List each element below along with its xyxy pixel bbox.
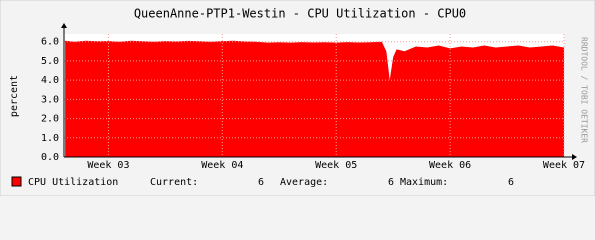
x-axis-arrow <box>572 154 577 160</box>
y-tick-label: 1.0 <box>41 133 59 144</box>
x-tick-label: Week 07 <box>543 160 585 171</box>
x-tick-label: Week 06 <box>429 160 471 171</box>
legend-label: CPU Utilization <box>28 177 118 188</box>
legend-stat-value: 6 <box>258 177 264 188</box>
y-tick-label: 0.0 <box>41 152 59 163</box>
legend-stat-value: 6 <box>388 177 394 188</box>
legend-stat-label: Maximum: <box>400 177 448 188</box>
chart: QueenAnne-PTP1-Westin - CPU Utilization … <box>0 0 595 196</box>
y-tick-label: 6.0 <box>41 37 59 48</box>
y-tick-label: 5.0 <box>41 56 59 67</box>
x-tick-label: Week 05 <box>315 160 357 171</box>
y-tick-label: 2.0 <box>41 114 59 125</box>
y-axis-label: percent <box>9 75 20 117</box>
x-tick-label: Week 04 <box>201 160 243 171</box>
legend-swatch <box>11 176 22 187</box>
legend-stat-label: Average: <box>280 177 328 188</box>
watermark: RRDTOOL / TOBI OETIKER <box>580 37 589 143</box>
y-axis-arrow <box>61 23 67 28</box>
y-tick-label: 4.0 <box>41 75 59 86</box>
area <box>65 40 565 157</box>
x-tick-label: Week 03 <box>87 160 129 171</box>
y-tick-label: 3.0 <box>41 94 59 105</box>
legend-stat-label: Current: <box>150 177 198 188</box>
legend-stat-value: 6 <box>508 177 514 188</box>
chart-title: QueenAnne-PTP1-Westin - CPU Utilization … <box>134 7 466 21</box>
